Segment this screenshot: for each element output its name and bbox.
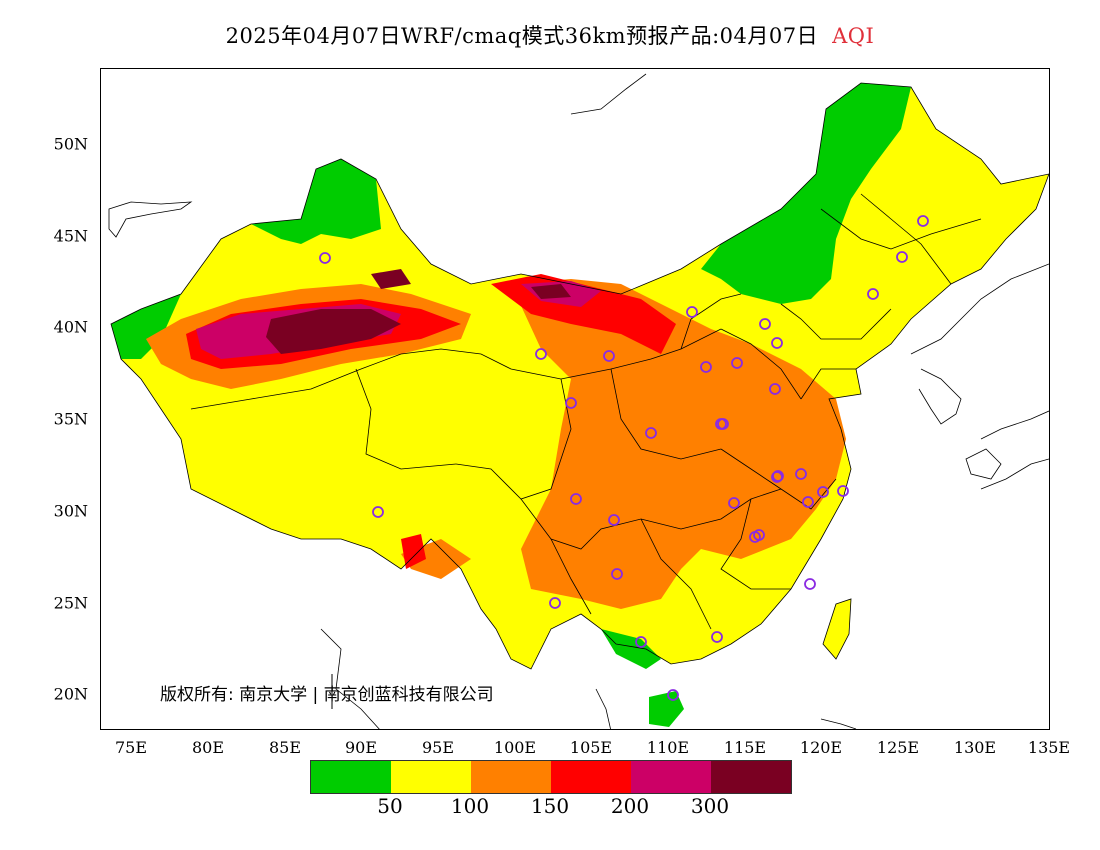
station-marker: [817, 486, 829, 498]
region-hazardous-xinjiang: [371, 269, 411, 289]
station-marker: [603, 350, 615, 362]
station-marker: [611, 568, 623, 580]
province-boundaries: [110, 82, 1049, 670]
legend-swatch-5: [631, 761, 711, 793]
lat-label-35n: 35N: [53, 409, 88, 429]
legend-break-150: 150: [530, 794, 570, 818]
legend-swatch-4: [551, 761, 631, 793]
region-good-west: [111, 294, 181, 359]
map-frame: [100, 68, 1050, 730]
lon-label-110e: 110E: [646, 738, 690, 757]
legend-swatch-6: [711, 761, 791, 793]
station-marker: [700, 361, 712, 373]
lon-label-125e: 125E: [876, 738, 920, 757]
region-good-north-xinjiang: [251, 159, 381, 244]
station-marker: [731, 357, 743, 369]
lat-label-40n: 40N: [53, 317, 88, 337]
station-marker: [570, 493, 582, 505]
lon-label-120e: 120E: [799, 738, 843, 757]
copyright-text: 版权所有: 南京大学 | 南京创蓝科技有限公司: [160, 685, 494, 705]
lon-label-100e: 100E: [493, 738, 537, 757]
station-marker: [837, 485, 849, 497]
lon-label-115e: 115E: [723, 738, 767, 757]
station-marker: [711, 631, 723, 643]
station-marker: [753, 529, 765, 541]
station-marker: [769, 383, 781, 395]
lat-label-45n: 45N: [53, 226, 88, 246]
lon-label-105e: 105E: [569, 738, 613, 757]
station-marker: [372, 506, 384, 518]
map-title: 2025年04月07日WRF/cmaq模式36km预报产品:04月07日 AQI: [0, 20, 1100, 50]
lon-label-90e: 90E: [344, 738, 378, 757]
station-marker: [608, 514, 620, 526]
lon-label-130e: 130E: [953, 738, 997, 757]
station-marker: [772, 470, 784, 482]
lon-label-135e: 135E: [1027, 738, 1071, 757]
legend-break-300: 300: [690, 794, 730, 818]
lat-label-20n: 20N: [53, 684, 88, 704]
station-marker: [319, 252, 331, 264]
station-marker: [795, 468, 807, 480]
region-hainan: [649, 691, 684, 727]
region-hazardous: [266, 309, 401, 354]
lat-label-30n: 30N: [53, 501, 88, 521]
station-marker: [686, 306, 698, 318]
station-marker: [771, 337, 783, 349]
region-taiwan: [822, 598, 852, 660]
station-marker: [549, 597, 561, 609]
region-good-south: [601, 629, 661, 669]
legend-swatch-3: [471, 761, 551, 793]
station-marker: [645, 427, 657, 439]
station-marker: [804, 578, 816, 590]
station-marker: [635, 636, 647, 648]
legend-swatch-2: [391, 761, 471, 793]
region-usg-central: [511, 279, 846, 609]
title-product: AQI: [832, 24, 875, 48]
region-unhealthy-sichuan: [401, 534, 426, 569]
lat-label-25n: 25N: [53, 593, 88, 613]
aqi-legend: [310, 760, 792, 794]
region-good-northeast: [701, 83, 911, 304]
station-marker: [728, 497, 740, 509]
station-marker: [771, 471, 783, 483]
lon-label-95e: 95E: [421, 738, 455, 757]
station-marker: [667, 689, 679, 701]
lat-label-50n: 50N: [53, 134, 88, 154]
station-marker: [715, 418, 727, 430]
lon-label-80e: 80E: [191, 738, 225, 757]
station-marker: [565, 397, 577, 409]
region-hazardous-north: [531, 284, 571, 299]
legend-break-50: 50: [377, 794, 403, 818]
legend-swatch-1: [311, 761, 391, 793]
lon-label-85e: 85E: [268, 738, 302, 757]
station-marker: [535, 348, 547, 360]
legend-break-100: 100: [450, 794, 490, 818]
lon-label-75e: 75E: [114, 738, 148, 757]
station-marker: [759, 318, 771, 330]
aqi-map: [108, 73, 1049, 729]
neighbour-outlines: [108, 73, 1049, 729]
station-marker: [867, 288, 879, 300]
station-markers: [319, 215, 929, 701]
station-marker: [802, 496, 814, 508]
station-marker: [917, 215, 929, 227]
station-marker: [896, 251, 908, 263]
title-text: 2025年04月07日WRF/cmaq模式36km预报产品:04月07日: [225, 24, 819, 48]
legend-break-200: 200: [610, 794, 650, 818]
